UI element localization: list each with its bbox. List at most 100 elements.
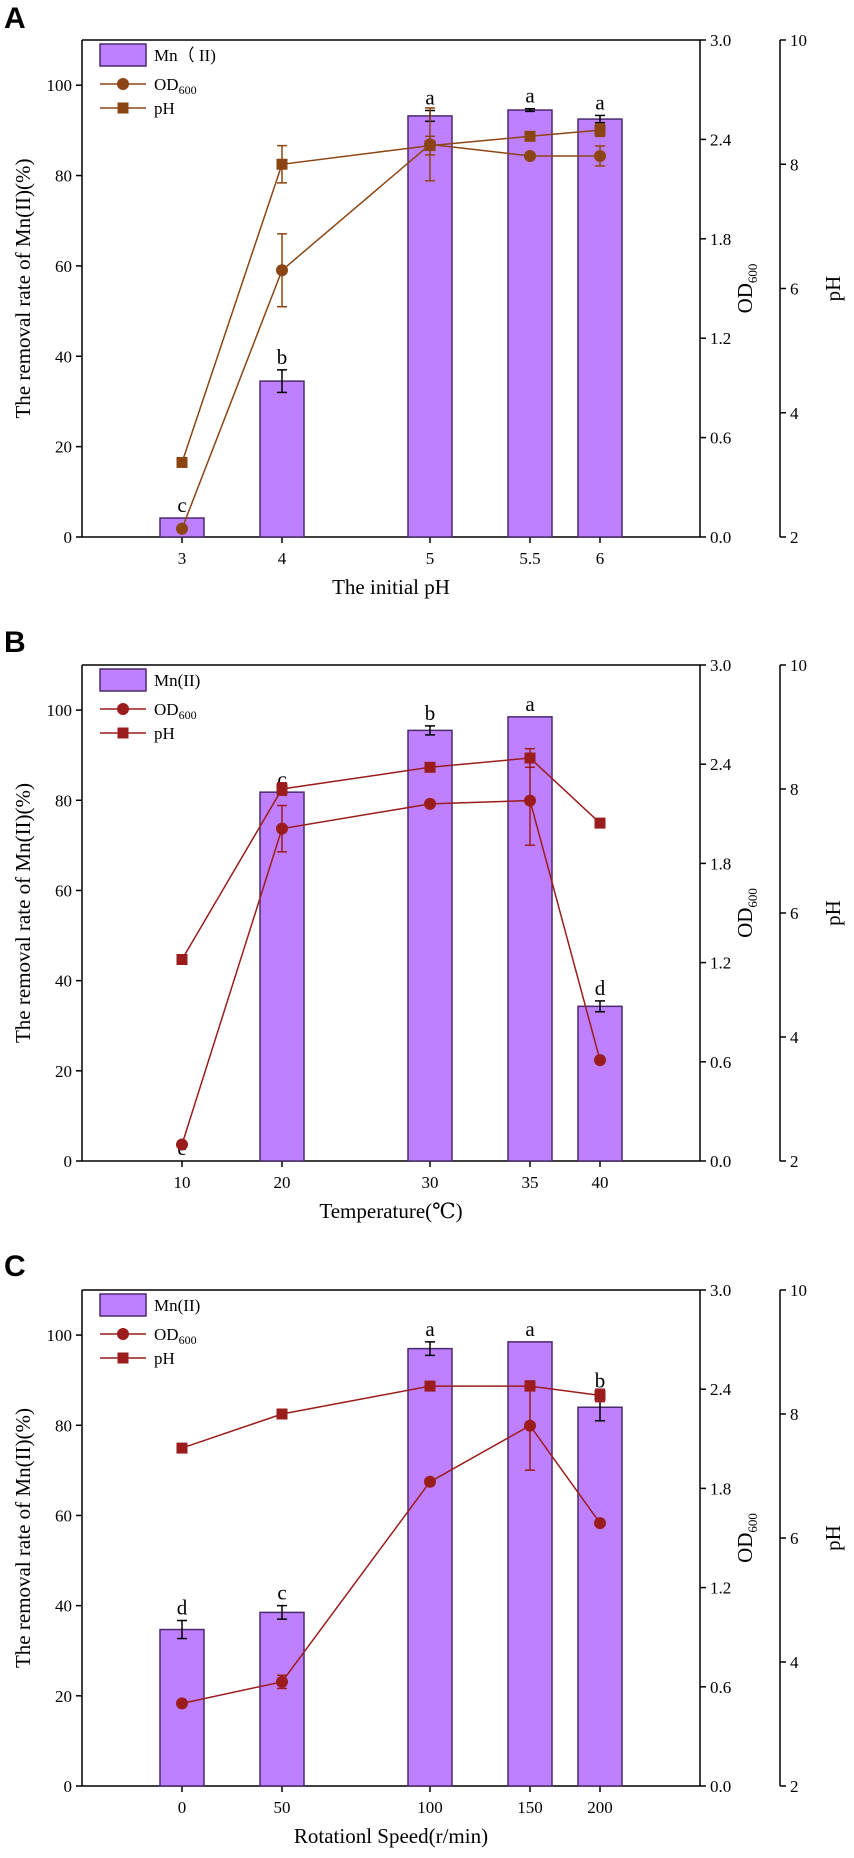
y2-axis-label: OD600: [733, 888, 760, 938]
y-tick-label: 80: [55, 167, 72, 186]
y2-tick-label: 1.8: [710, 1479, 731, 1498]
y-tick-label: 40: [55, 972, 72, 991]
od600-point: [594, 1517, 606, 1530]
panel-b: B 0 20 40 60 80 100 0.0 0.6 1.2 1.8 2.4 3.0 2 4 6 8 10 10 2…: [4, 626, 845, 1223]
y3-tick-label: 8: [790, 1405, 799, 1424]
ph-point: [424, 1380, 436, 1392]
bar-mn: [407, 1347, 453, 1787]
od600-point: [176, 522, 188, 535]
y-tick-label: 60: [55, 257, 72, 276]
significance-letter: a: [525, 84, 535, 108]
panel-a: A 0 20 40 60 80 100 0.0 0.6 1.2 1.8 2.4 3.0 2 4 6 8 10 3 4 5…: [4, 2, 845, 599]
y-tick-label: 80: [55, 791, 72, 810]
y2-axis-label-main: OD: [733, 1533, 757, 1563]
legend-label: pH: [154, 724, 175, 743]
y2-tick-label: 2.4: [710, 755, 732, 774]
y-tick-label: 20: [55, 1687, 72, 1706]
x-tick-label: 50: [274, 1798, 291, 1817]
legend-swatch-ph-marker: [117, 727, 129, 739]
legend-label-main: OD: [154, 75, 179, 94]
x-axis-label: Rotationl Speed(r/min): [294, 1824, 488, 1848]
legend-swatch-bar: [99, 1293, 147, 1317]
panel-letter: A: [4, 2, 26, 35]
legend-label-sub: 600: [179, 1333, 197, 1347]
legend-label: pH: [154, 99, 175, 118]
ph-point: [276, 1408, 288, 1420]
y3-tick-label: 2: [790, 1777, 799, 1796]
significance-letter: d: [177, 1596, 188, 1620]
y2-tick-label: 1.2: [710, 1579, 731, 1598]
ph-point: [424, 761, 436, 773]
y2-tick-label: 3.0: [710, 656, 731, 675]
x-tick-label: 6: [596, 549, 605, 568]
panel-letter: C: [4, 1250, 26, 1283]
legend-label: Mn(II): [154, 1296, 200, 1315]
ph-point: [594, 817, 606, 829]
legend-label: pH: [154, 1349, 175, 1368]
significance-letter: c: [277, 767, 286, 791]
y2-tick-label: 1.8: [710, 854, 731, 873]
y2-axis-label-sub: 600: [745, 888, 760, 908]
y2-axis-label: OD600: [733, 1513, 760, 1563]
y3-tick-label: 10: [790, 1281, 807, 1300]
y2-tick-label: 0.6: [710, 429, 731, 448]
od600-point: [594, 1054, 606, 1067]
y2-tick-label: 0.0: [710, 528, 731, 547]
y-tick-label: 40: [55, 1597, 72, 1616]
y3-tick-label: 6: [790, 904, 799, 923]
bar-mn: [259, 380, 305, 538]
y-tick-label: 80: [55, 1416, 72, 1435]
legend-swatch-ph-marker: [117, 102, 129, 114]
y-axis-label: The removal rate of Mn(II)(%): [11, 1408, 35, 1668]
y-tick-label: 0: [64, 528, 73, 547]
od600-point: [524, 1419, 536, 1432]
y2-axis-label-main: OD: [733, 283, 757, 313]
y-tick-label: 20: [55, 1062, 72, 1081]
ph-point: [524, 752, 536, 764]
x-axis-label: Temperature(℃): [319, 1199, 462, 1223]
bar-mn: [577, 1005, 623, 1162]
y3-tick-label: 4: [790, 1028, 799, 1047]
x-tick-label: 100: [417, 1798, 443, 1817]
ph-point: [594, 1389, 606, 1401]
y-tick-label: 40: [55, 347, 72, 366]
od600-point: [594, 149, 606, 162]
legend-swatch-bar: [99, 43, 147, 67]
legend-swatch-bar: [99, 668, 147, 692]
ph-point: [524, 130, 536, 142]
legend-label: Mn(II): [154, 671, 200, 690]
x-tick-label: 5.5: [519, 549, 540, 568]
significance-letter: a: [525, 692, 535, 716]
x-tick-label: 20: [274, 1173, 291, 1192]
legend-label-main: OD: [154, 700, 179, 719]
y2-tick-label: 0.6: [710, 1053, 731, 1072]
y-tick-label: 100: [47, 76, 73, 95]
ph-point: [176, 456, 188, 468]
legend-swatch-od-marker: [117, 1328, 129, 1340]
significance-letter: c: [277, 1581, 286, 1605]
legend-label: OD600: [154, 75, 197, 97]
y2-axis-label: OD600: [733, 264, 760, 314]
bar-mn: [577, 1406, 623, 1787]
od600-point: [524, 794, 536, 807]
y2-tick-label: 1.2: [710, 329, 731, 348]
od600-point: [276, 1675, 288, 1688]
significance-letter: a: [425, 85, 435, 109]
y3-tick-label: 8: [790, 780, 799, 799]
y2-tick-label: 3.0: [710, 1281, 731, 1300]
y2-tick-label: 0.0: [710, 1777, 731, 1796]
x-tick-label: 150: [517, 1798, 543, 1817]
od600-point: [176, 1697, 188, 1710]
od600-point: [524, 149, 536, 162]
y2-axis-label-sub: 600: [745, 264, 760, 284]
legend-label: OD600: [154, 1325, 197, 1347]
ph-point: [176, 1442, 188, 1454]
y3-axis-label: pH: [821, 276, 845, 302]
significance-letter: d: [595, 976, 606, 1000]
y2-tick-label: 3.0: [710, 31, 731, 50]
x-axis-label: The initial pH: [332, 575, 450, 599]
significance-letter: b: [277, 345, 288, 369]
legend-label-sub: 600: [179, 708, 197, 722]
y2-tick-label: 0.0: [710, 1152, 731, 1171]
